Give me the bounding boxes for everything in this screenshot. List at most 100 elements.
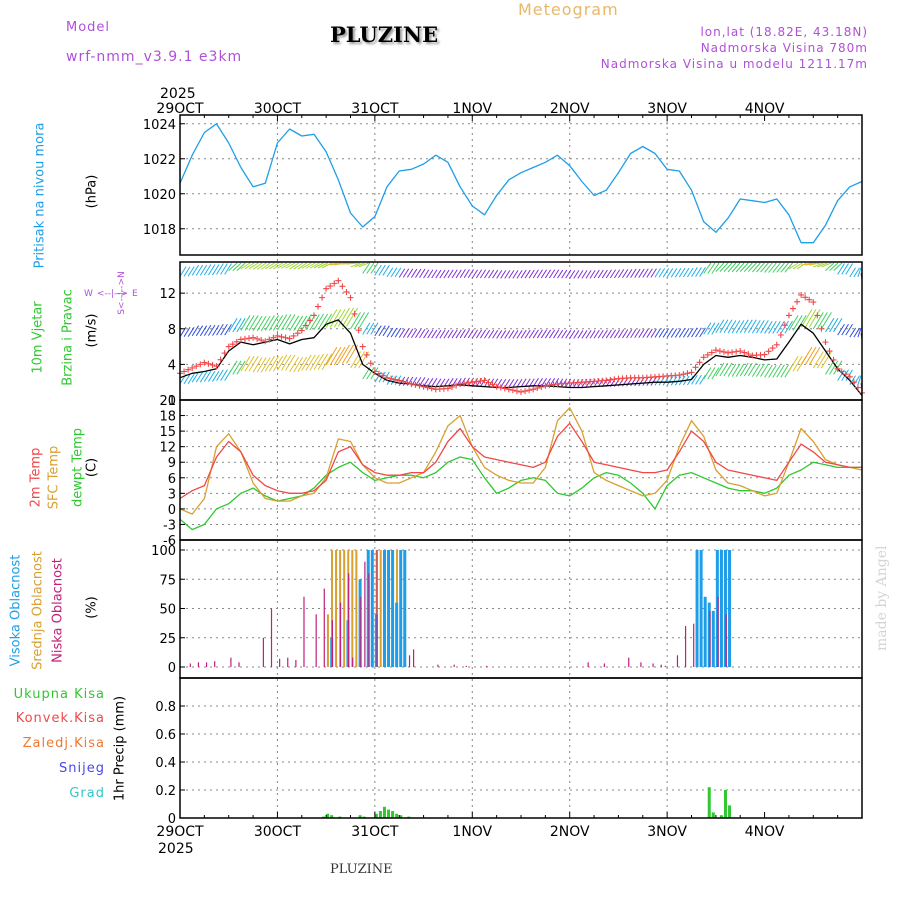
wind-barb [776, 364, 785, 378]
wind-barb [366, 262, 375, 274]
wind-barb [484, 269, 491, 279]
compass-w: W [84, 289, 93, 299]
wind-barb [508, 270, 515, 279]
gust-marker [473, 378, 480, 385]
wind-barb [326, 262, 338, 266]
wind-barb [752, 262, 761, 273]
gust-marker [319, 294, 326, 301]
gust-marker [310, 312, 317, 319]
wind-barb [561, 378, 568, 388]
wind-barb [650, 328, 657, 338]
gust-marker [830, 356, 837, 363]
wind-barb [695, 374, 702, 385]
gust-marker [225, 343, 232, 350]
wind-barb [195, 371, 204, 383]
cloud-bar [412, 649, 415, 667]
wind-barb [857, 327, 862, 338]
wind-barb [646, 268, 653, 278]
wind-barb [674, 328, 682, 338]
wind-barb [232, 262, 242, 272]
wind-barb [358, 262, 369, 268]
wind-barb [252, 315, 263, 332]
gust-marker [217, 356, 224, 363]
lonlat-label: lon,lat (18.82E, 43.18N) [700, 25, 868, 39]
wind-barb [691, 374, 698, 385]
cloud-bar [374, 614, 378, 667]
wind-barb [512, 378, 519, 388]
wind-barb [532, 329, 539, 339]
gust-marker [392, 376, 399, 383]
wind-barb [488, 269, 495, 279]
wind-barb [719, 319, 729, 334]
wind-barb [764, 320, 773, 334]
gust-marker [822, 339, 829, 346]
wind-barb [289, 356, 300, 373]
gust-marker [375, 370, 382, 377]
gust-marker [526, 387, 533, 394]
wind-barb [212, 370, 220, 382]
wind-barb [191, 264, 200, 276]
wind-barb [776, 262, 785, 273]
wind-barb [601, 269, 608, 279]
wind-barb [695, 267, 702, 277]
gust-marker [347, 294, 354, 301]
wind-barb [504, 378, 511, 388]
wind-barb [780, 364, 789, 378]
wind-barb [585, 270, 592, 279]
wind-barb [203, 370, 212, 382]
gust-marker [302, 322, 309, 329]
wind-barb [772, 320, 781, 334]
gust-marker [351, 310, 358, 317]
wind-barb [329, 309, 342, 328]
pressure-line [179, 123, 863, 244]
wind-barb [260, 315, 271, 332]
wind-barb [260, 262, 271, 270]
wind-barb [561, 269, 568, 279]
wind-barb [281, 262, 292, 269]
cloud-bar [391, 550, 395, 667]
cloud-bar [395, 602, 399, 667]
wind-barb [808, 346, 821, 366]
wind-barb [479, 329, 487, 339]
precip-legend-rain: Ukupna Kisa [13, 687, 105, 702]
wind-barb [459, 269, 466, 279]
compass-ew: W <--|--> E [84, 289, 138, 299]
wind-barb [804, 309, 817, 328]
wind-barb [252, 357, 263, 373]
gust-marker [550, 381, 557, 388]
wind-barb [805, 262, 817, 266]
wind-barb [613, 329, 621, 339]
cloud-bar [725, 614, 727, 667]
wind-barb [743, 319, 753, 334]
top-day-label: 1NOV [452, 101, 492, 117]
wind-barb [447, 269, 454, 279]
wind-barb [772, 262, 781, 273]
wind-barb [743, 262, 753, 272]
wind-barb [410, 328, 418, 339]
wind-barb [467, 329, 475, 339]
elevation-label: Nadmorska Visina 780m [700, 41, 868, 55]
wind-barb [374, 325, 382, 337]
wind-barb [581, 270, 588, 279]
gust-marker [327, 283, 334, 290]
wind-barb [415, 328, 422, 339]
cloud-bar [676, 655, 679, 667]
cloud-bar [331, 550, 334, 667]
wind-barb [727, 262, 737, 273]
wind-barb [670, 268, 678, 278]
wind-barb [285, 354, 296, 371]
wind-barb [220, 263, 228, 275]
bottom-day-label: 3NOV [647, 824, 687, 840]
wind-barb [277, 262, 288, 269]
wind-barb [695, 327, 702, 338]
wind-barb [605, 329, 612, 339]
wind-barb [370, 322, 379, 335]
cloud-bar [315, 614, 317, 667]
wind-barb [573, 270, 580, 279]
wind-barb [817, 262, 828, 268]
wind-barb [293, 262, 303, 270]
precip-legend-conv: Konvek.Kisa [15, 711, 105, 726]
wind-barb [816, 312, 828, 330]
wind-barb [269, 262, 279, 270]
wind-barb [244, 355, 255, 372]
